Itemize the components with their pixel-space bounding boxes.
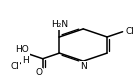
Text: O: O bbox=[35, 68, 42, 77]
Text: H: H bbox=[22, 56, 29, 65]
Text: HO: HO bbox=[15, 45, 29, 54]
Text: N: N bbox=[81, 62, 87, 71]
Text: Cl: Cl bbox=[125, 27, 134, 36]
Text: Cl: Cl bbox=[10, 62, 19, 71]
Text: H₂N: H₂N bbox=[51, 20, 68, 29]
